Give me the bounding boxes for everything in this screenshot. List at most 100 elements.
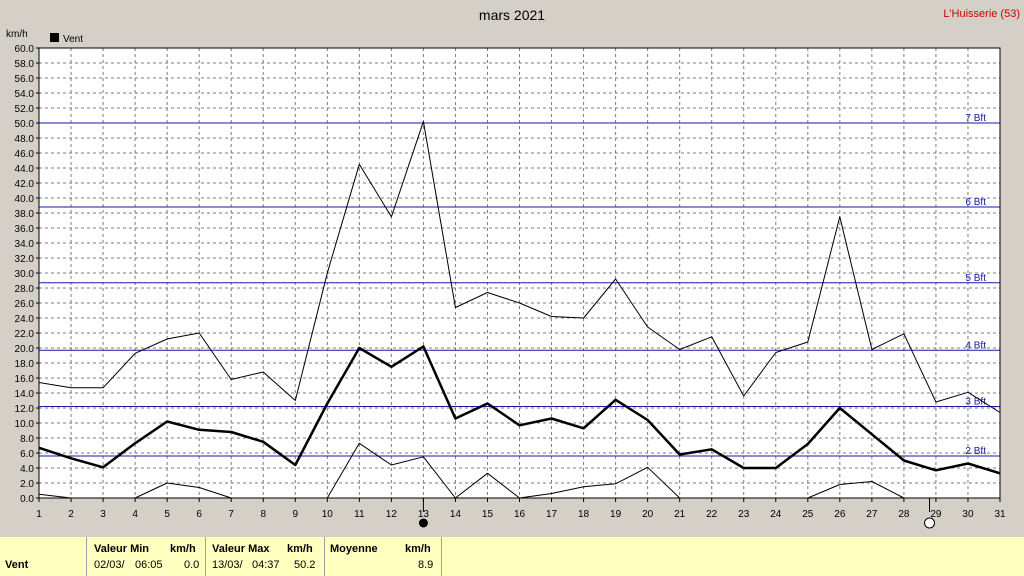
x-tick-label: 30 bbox=[962, 509, 974, 520]
legend-swatch bbox=[50, 33, 59, 42]
series-line-min bbox=[134, 482, 232, 499]
x-tick-label: 21 bbox=[674, 509, 686, 520]
min-unit: km/h bbox=[170, 543, 196, 555]
y-tick-label: 4.0 bbox=[20, 464, 34, 475]
x-tick-label: 16 bbox=[514, 509, 526, 520]
stats-footer: Vent Valeur Min km/h 02/03/ 06:05 0.0 Va… bbox=[0, 537, 1024, 576]
mean-header: Moyenne bbox=[330, 543, 378, 555]
new-moon-icon bbox=[418, 518, 428, 528]
series-line-max bbox=[38, 121, 1001, 413]
x-tick-label: 7 bbox=[228, 509, 234, 520]
y-tick-label: 6.0 bbox=[20, 449, 34, 460]
y-tick-label: 52.0 bbox=[15, 104, 35, 115]
x-tick-label: 19 bbox=[610, 509, 622, 520]
min-date: 02/03/ bbox=[94, 559, 125, 571]
max-date: 13/03/ bbox=[212, 559, 243, 571]
y-tick-label: 56.0 bbox=[15, 74, 35, 85]
legend-label: Vent bbox=[63, 34, 83, 45]
y-tick-label: 0.0 bbox=[20, 494, 34, 505]
row-label: Vent bbox=[5, 559, 29, 571]
series-line-min bbox=[807, 481, 905, 499]
beaufort-lines: 2 Bft 3 Bft 4 Bft 5 Bft 6 Bft 7 Bft bbox=[39, 113, 1000, 457]
x-tick-label: 28 bbox=[898, 509, 910, 520]
x-tick-label: 31 bbox=[994, 509, 1006, 520]
y-tick-label: 46.0 bbox=[15, 149, 35, 160]
x-tick-label: 22 bbox=[706, 509, 718, 520]
x-tick-label: 25 bbox=[802, 509, 814, 520]
y-tick-label: 34.0 bbox=[15, 239, 35, 250]
x-tick-label: 3 bbox=[100, 509, 106, 520]
y-tick-label: 10.0 bbox=[15, 419, 35, 430]
chart-title: mars 2021 bbox=[479, 7, 545, 23]
beaufort-label: 4 Bft bbox=[965, 340, 986, 351]
y-tick-label: 32.0 bbox=[15, 254, 35, 265]
y-tick-label: 14.0 bbox=[15, 389, 35, 400]
x-tick-label: 11 bbox=[354, 509, 365, 520]
x-tick-label: 9 bbox=[292, 509, 298, 520]
station-name: L'Huisserie (53) bbox=[943, 8, 1020, 20]
y-tick-label: 48.0 bbox=[15, 134, 35, 145]
series-line-min bbox=[38, 493, 72, 499]
y-tick-label: 8.0 bbox=[20, 434, 34, 445]
series bbox=[38, 121, 1001, 499]
y-tick-label: 54.0 bbox=[15, 89, 35, 100]
y-axis-unit: km/h bbox=[6, 29, 28, 40]
y-tick-label: 22.0 bbox=[15, 329, 35, 340]
moon-phases bbox=[418, 498, 936, 529]
y-tick-label: 58.0 bbox=[15, 59, 35, 70]
x-tick-label: 17 bbox=[546, 509, 558, 520]
max-header: Valeur Max bbox=[212, 543, 270, 555]
mean-value: 8.9 bbox=[418, 559, 434, 571]
y-tick-label: 42.0 bbox=[15, 179, 35, 190]
y-tick-label: 36.0 bbox=[15, 224, 35, 235]
x-tick-label: 2 bbox=[68, 509, 74, 520]
y-tick-label: 44.0 bbox=[15, 164, 35, 175]
x-axis: 1 2 3 4 5 6 7 8 9 10 11 12 13 14 15 16 17 18 19 20 21 22 23 24 2… bbox=[36, 498, 1006, 520]
x-tick-label: 13 bbox=[418, 509, 430, 520]
y-tick-label: 20.0 bbox=[15, 344, 35, 355]
series-line-mean bbox=[38, 345, 1001, 475]
x-tick-label: 18 bbox=[578, 509, 590, 520]
x-tick-label: 29 bbox=[930, 509, 942, 520]
x-tick-label: 15 bbox=[482, 509, 494, 520]
y-tick-label: 26.0 bbox=[15, 299, 35, 310]
x-tick-label: 24 bbox=[770, 509, 782, 520]
series-line-min bbox=[326, 442, 681, 499]
x-tick-label: 23 bbox=[738, 509, 750, 520]
beaufort-label: 3 Bft bbox=[965, 397, 986, 408]
x-tick-label: 20 bbox=[642, 509, 654, 520]
x-tick-label: 27 bbox=[866, 509, 878, 520]
y-tick-label: 38.0 bbox=[15, 209, 35, 220]
y-tick-label: 50.0 bbox=[15, 119, 35, 130]
min-header: Valeur Min bbox=[94, 543, 150, 555]
x-tick-label: 5 bbox=[164, 509, 170, 520]
min-value: 0.0 bbox=[184, 559, 200, 571]
x-tick-label: 6 bbox=[196, 509, 202, 520]
x-tick-label: 12 bbox=[386, 509, 398, 520]
max-unit: km/h bbox=[287, 543, 313, 555]
beaufort-label: 6 Bft bbox=[965, 197, 986, 208]
y-tick-label: 16.0 bbox=[15, 374, 35, 385]
beaufort-label: 5 Bft bbox=[965, 273, 986, 284]
y-tick-label: 28.0 bbox=[15, 284, 35, 295]
max-value: 50.2 bbox=[294, 559, 316, 571]
mean-unit: km/h bbox=[405, 543, 431, 555]
y-tick-label: 30.0 bbox=[15, 269, 35, 280]
x-tick-label: 10 bbox=[322, 509, 334, 520]
y-tick-label: 18.0 bbox=[15, 359, 35, 370]
x-tick-label: 1 bbox=[36, 509, 42, 520]
x-tick-label: 26 bbox=[834, 509, 846, 520]
max-time: 04:37 bbox=[252, 559, 280, 571]
y-tick-label: 12.0 bbox=[15, 404, 35, 415]
y-tick-label: 24.0 bbox=[15, 314, 35, 325]
y-axis: 0.0 2.0 4.0 6.0 8.0 10.0 12.0 14.0 16.0 18.0 20.0 2… bbox=[15, 44, 39, 505]
full-moon-icon bbox=[924, 517, 936, 529]
x-tick-label: 4 bbox=[132, 509, 138, 520]
wind-chart: 2 Bft 3 Bft 4 Bft 5 Bft 6 Bft 7 Bft 0.0 2.0 4.0… bbox=[6, 7, 1020, 529]
x-tick-label: 8 bbox=[260, 509, 266, 520]
beaufort-label: 7 Bft bbox=[965, 113, 986, 124]
min-time: 06:05 bbox=[135, 559, 163, 571]
beaufort-label: 2 Bft bbox=[965, 446, 986, 457]
y-tick-label: 60.0 bbox=[15, 44, 35, 55]
y-tick-label: 2.0 bbox=[20, 479, 34, 490]
